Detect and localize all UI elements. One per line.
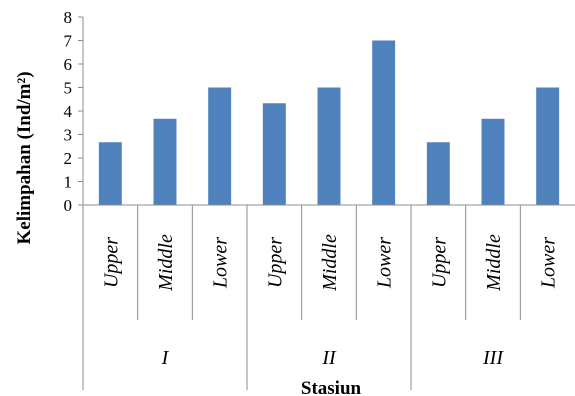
y-tick-label: 4 xyxy=(64,102,73,121)
x-axis-title: Stasiun xyxy=(301,378,362,396)
bar-II-middle xyxy=(317,87,341,205)
bar-III-middle xyxy=(481,118,505,205)
x-category-label: Upper xyxy=(100,237,122,288)
y-tick-label: 0 xyxy=(64,196,73,215)
x-category-label: Middle xyxy=(155,234,177,292)
x-category-label: Middle xyxy=(483,234,505,292)
x-group-label: I xyxy=(161,347,170,369)
y-tick-label: 3 xyxy=(64,126,73,145)
bar-I-middle xyxy=(153,118,177,205)
y-tick-label: 7 xyxy=(64,32,73,51)
x-category-label: Upper xyxy=(428,237,450,288)
y-axis: 0 1 2 3 4 5 6 7 8 xyxy=(64,8,84,215)
y-tick-label: 6 xyxy=(64,55,73,74)
bar-III-lower xyxy=(536,87,560,205)
x-category-label: Lower xyxy=(374,237,396,289)
bar-III-upper xyxy=(426,142,450,205)
y-tick-label: 2 xyxy=(64,149,73,168)
bar-I-lower xyxy=(208,87,232,205)
bar-II-lower xyxy=(372,40,396,205)
x-category-label: Upper xyxy=(264,237,286,288)
bar-II-upper xyxy=(262,103,286,205)
bars-group xyxy=(98,40,560,205)
y-axis-title: Kelimpahan (Ind/m²) xyxy=(14,71,35,244)
x-group-label: III xyxy=(482,347,504,369)
x-category-label: Middle xyxy=(319,234,341,292)
y-tick-label: 8 xyxy=(64,8,73,27)
x-group-label: II xyxy=(321,347,337,369)
x-category-label: Lower xyxy=(538,237,560,289)
x-category-label: Lower xyxy=(210,237,232,289)
y-tick-label: 1 xyxy=(64,173,73,192)
bar-I-upper xyxy=(98,142,122,205)
y-tick-label: 5 xyxy=(64,79,73,98)
x-axis: Upper Middle Lower I Upper Middle Lower II Upper… xyxy=(82,204,575,390)
